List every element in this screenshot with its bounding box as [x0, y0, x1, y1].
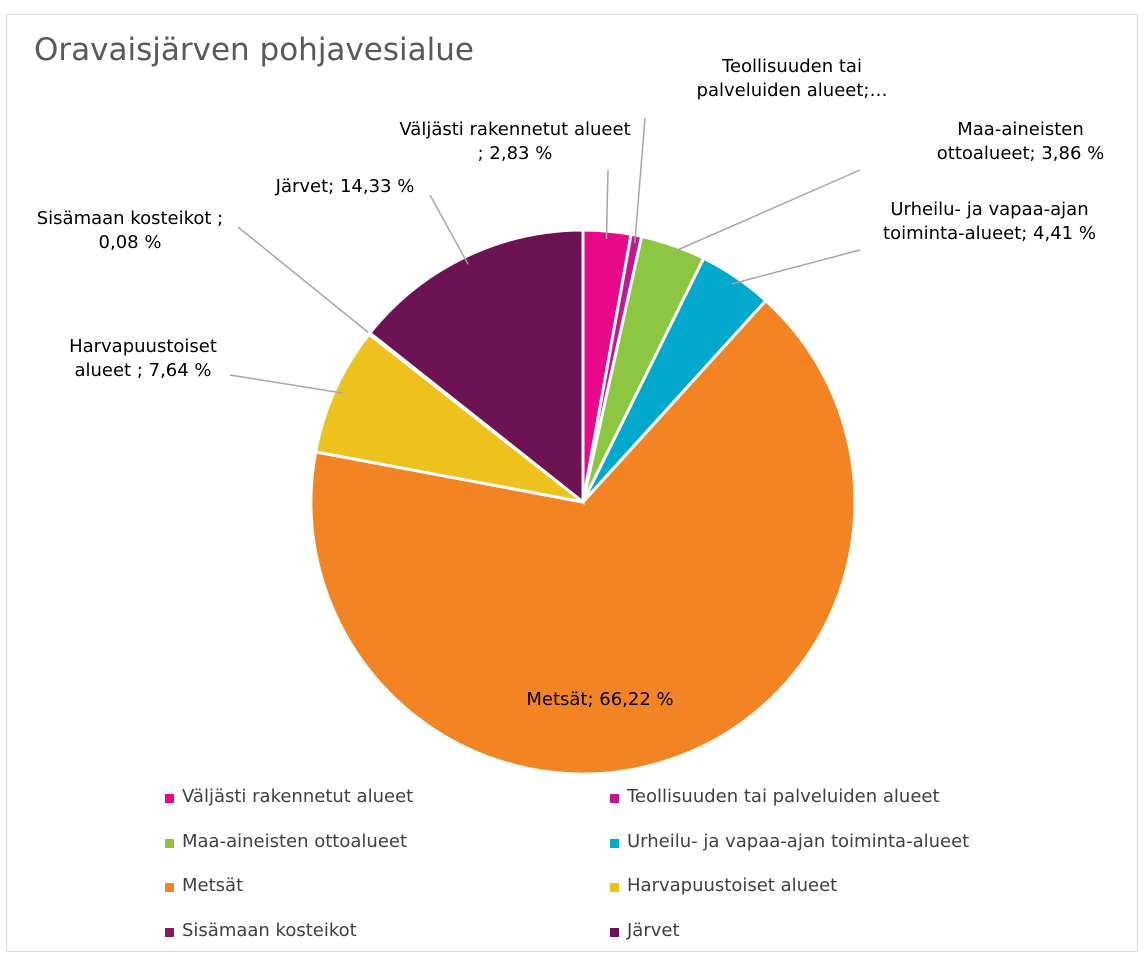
pie-slice: [313, 331, 584, 504]
leader-line: [237, 226, 377, 340]
leader-line: [229, 374, 343, 394]
data-label: Sisämaan kosteikot ; 0,08 %: [36, 208, 224, 253]
legend-label: Harvapuustoiset alueet: [627, 875, 838, 897]
chart-frame: [6, 14, 1138, 952]
legend-label: Väljästi rakennetut alueet: [182, 786, 414, 807]
data-label: Järvet; 14,33 %: [275, 176, 415, 197]
legend-label: Sisämaan kosteikot: [182, 920, 357, 942]
legend-swatch: [165, 838, 174, 848]
legend-swatch: [165, 928, 174, 938]
data-label: Väljästi rakennetut alueet ; 2,83 %: [399, 119, 631, 164]
legend-swatch: [610, 883, 619, 893]
data-label: Metsät; 66,22 %: [526, 689, 674, 710]
leader-line: [429, 194, 469, 265]
legend-label: Urheilu- ja vapaa-ajan toiminta-alueet: [627, 830, 970, 852]
leader-line: [731, 249, 861, 285]
legend-swatch: [610, 794, 619, 803]
leader-line: [605, 169, 609, 240]
data-label: Maa-aineisten ottoalueet; 3,86 %: [936, 119, 1105, 164]
legend-swatch: [610, 838, 619, 848]
legend-swatch: [610, 928, 619, 938]
leader-line: [634, 117, 646, 244]
leader-line: [670, 169, 861, 254]
data-label: Harvapuustoiset alueet ; 7,64 %: [69, 336, 217, 381]
legend-swatch: [165, 794, 174, 803]
pie-slice: [309, 298, 857, 776]
data-label: Teollisuuden tai palveluiden alueet;…: [696, 56, 888, 101]
data-label: Urheilu- ja vapaa-ajan toiminta-alueet; …: [883, 199, 1096, 244]
legend-label: Teollisuuden tai palveluiden alueet: [627, 786, 940, 807]
legend-label: Maa-aineisten ottoalueet: [182, 830, 408, 852]
legend-label: Järvet: [627, 920, 680, 942]
legend-label: Metsät: [182, 875, 244, 897]
chart-title: Oravaisjärven pohjavesialue: [34, 32, 474, 68]
legend-swatch: [165, 883, 174, 893]
